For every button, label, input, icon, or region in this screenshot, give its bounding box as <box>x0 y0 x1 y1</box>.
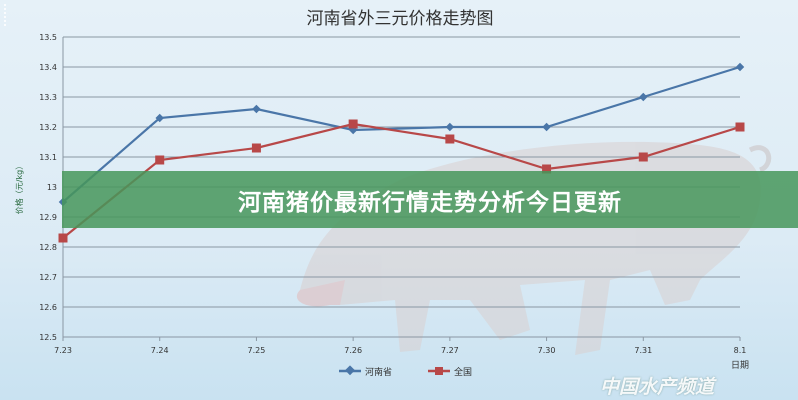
y-tick-label: 13.1 <box>39 153 57 162</box>
x-tick-label: 7.23 <box>54 346 72 355</box>
x-tick-label: 7.31 <box>634 346 652 355</box>
legend-label-national: 全国 <box>454 366 472 378</box>
data-point <box>542 164 552 174</box>
y-tick-label: 12.5 <box>39 333 57 342</box>
series-line-0 <box>62 65 741 203</box>
y-tick-label: 12.6 <box>39 303 57 312</box>
data-point <box>735 122 745 132</box>
x-tick-label: 8.1 <box>734 346 747 355</box>
headline-text: 河南猪价最新行情走势分析今日更新 <box>238 189 622 216</box>
x-tick-label: 7.24 <box>151 346 169 355</box>
series-line-1 <box>62 122 741 239</box>
y-axis-label: 价格（元/kg） <box>14 162 24 214</box>
data-point <box>252 104 261 114</box>
x-tick-label: 7.25 <box>248 346 266 355</box>
data-point <box>445 122 455 132</box>
chart-title: 河南省外三元价格走势图 <box>307 9 494 29</box>
y-tick-label: 12.8 <box>39 243 57 252</box>
y-tick-label: 13.3 <box>39 93 57 102</box>
data-point <box>58 233 68 243</box>
data-point <box>251 143 261 153</box>
data-point <box>735 62 745 72</box>
x-tick-label: 7.26 <box>344 346 362 355</box>
legend: 河南省 全国 <box>339 365 472 378</box>
legend-marker-henan <box>345 365 355 376</box>
data-point <box>638 152 648 162</box>
data-point <box>155 113 164 123</box>
y-tick-label: 12.7 <box>39 273 57 282</box>
data-point <box>639 92 648 102</box>
data-point <box>445 134 455 144</box>
y-tick-label: 13.4 <box>39 63 57 72</box>
data-point <box>155 155 165 165</box>
y-tick-label: 12.9 <box>39 213 57 222</box>
y-tick-label: 13.2 <box>39 123 57 132</box>
x-tick-label: 7.27 <box>441 346 459 355</box>
data-point <box>542 122 551 132</box>
corner-mark <box>4 4 11 26</box>
data-point <box>348 119 358 129</box>
headline-banner: 河南猪价最新行情走势分析今日更新 <box>62 171 798 228</box>
y-tick-label: 13 <box>47 183 57 192</box>
legend-marker-national <box>435 367 443 375</box>
legend-label-henan: 河南省 <box>365 366 392 378</box>
watermark-logo: 中国水产频道 <box>600 376 715 398</box>
x-axis-label: 日期 <box>731 360 749 371</box>
x-tick-label: 7.30 <box>538 346 556 355</box>
y-tick-label: 13.5 <box>39 33 57 42</box>
